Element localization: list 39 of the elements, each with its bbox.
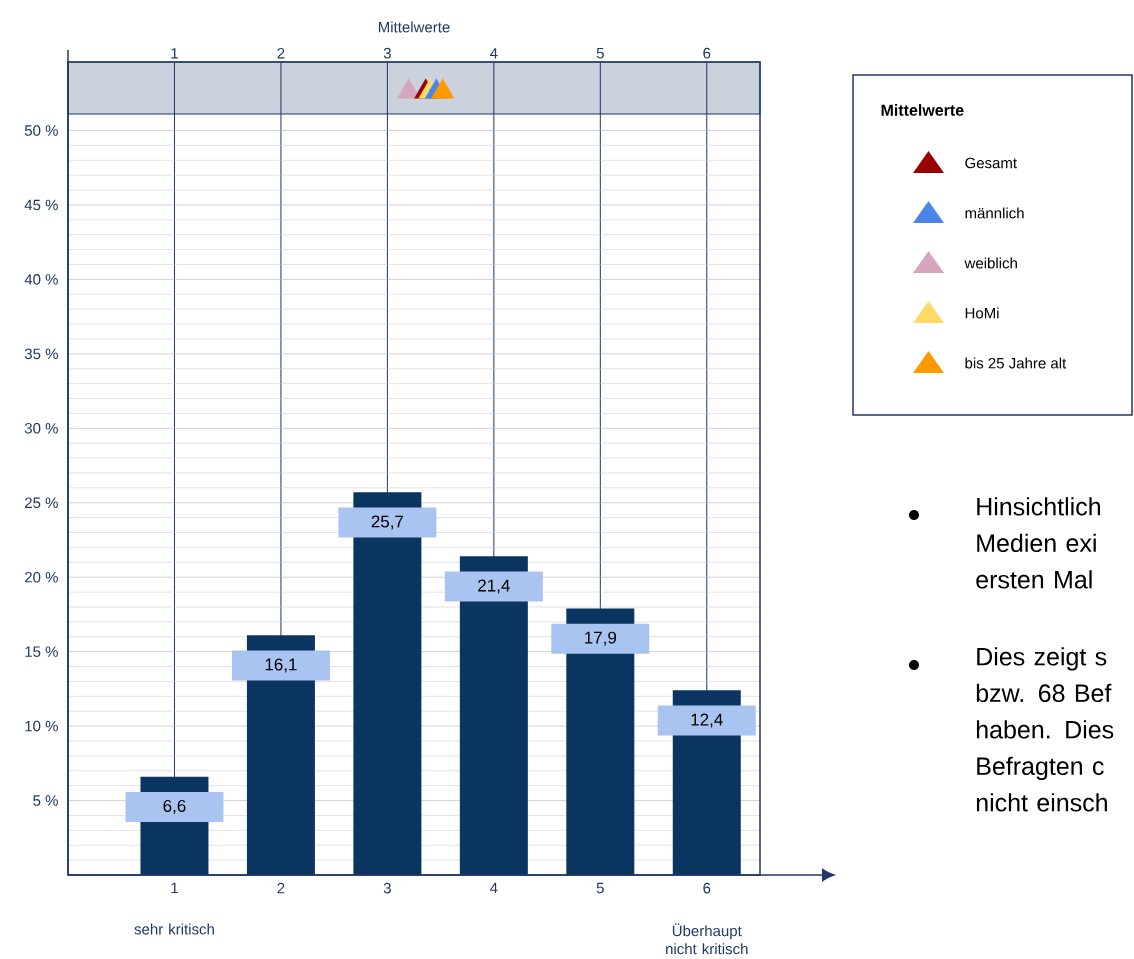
legend-label: bis 25 Jahre alt <box>965 357 1067 369</box>
x-tick-label: 6 <box>703 882 711 894</box>
data-label: 17,9 <box>585 631 617 646</box>
x2-tick-label: 3 <box>383 47 391 59</box>
legend-title: Mittelwerte <box>881 104 964 116</box>
data-label: 12,4 <box>691 713 723 728</box>
y-tick-label: 30 % <box>24 422 58 434</box>
y-tick-label: 5 % <box>33 795 58 806</box>
legend-label: Gesamt <box>965 157 1017 169</box>
x2-tick-label: 5 <box>596 47 604 59</box>
text: sehr kritisch <box>134 923 214 935</box>
x2-tick-label: 4 <box>490 48 498 59</box>
x-tick-label: 4 <box>490 882 498 894</box>
text: Dies zeigt s bzw. 68 Bef haben. Dies Befragten c nicht einsch <box>976 647 1114 812</box>
y-tick-label: 25 % <box>25 497 58 509</box>
x-tick-label: 3 <box>383 882 391 894</box>
x-tick-label: 2 <box>277 882 285 894</box>
x2-tick-label: 1 <box>171 48 178 59</box>
x-tick-label: 1 <box>171 882 178 894</box>
x2-tick-label: 6 <box>703 47 711 59</box>
text: Hinsichtlich Medien exi ersten Mal <box>976 497 1100 589</box>
data-label: 16,1 <box>265 658 297 673</box>
y-tick-label: 50 % <box>24 125 58 136</box>
y-tick-label: 45 % <box>24 199 58 211</box>
data-label: 6,6 <box>163 799 186 814</box>
y-tick-label: 10 % <box>25 720 58 732</box>
legend-label: weiblich <box>964 257 1017 269</box>
legend-label: männlich <box>965 207 1024 219</box>
data-label: 25,7 <box>371 515 404 530</box>
y-tick-label: 35 % <box>24 348 58 360</box>
y-tick-label: 15 % <box>25 646 58 657</box>
data-label: 21,4 <box>478 579 510 594</box>
y-tick-label: 40 % <box>24 274 58 285</box>
x2-tick-label: 2 <box>277 47 285 59</box>
legend-label: HoMi <box>965 307 999 319</box>
text: Überhaupt nicht kritisch <box>666 923 748 955</box>
x-tick-label: 5 <box>596 882 604 894</box>
y-tick-label: 20 % <box>25 571 58 583</box>
x2-axis-title: Mittelwerte <box>378 21 450 33</box>
